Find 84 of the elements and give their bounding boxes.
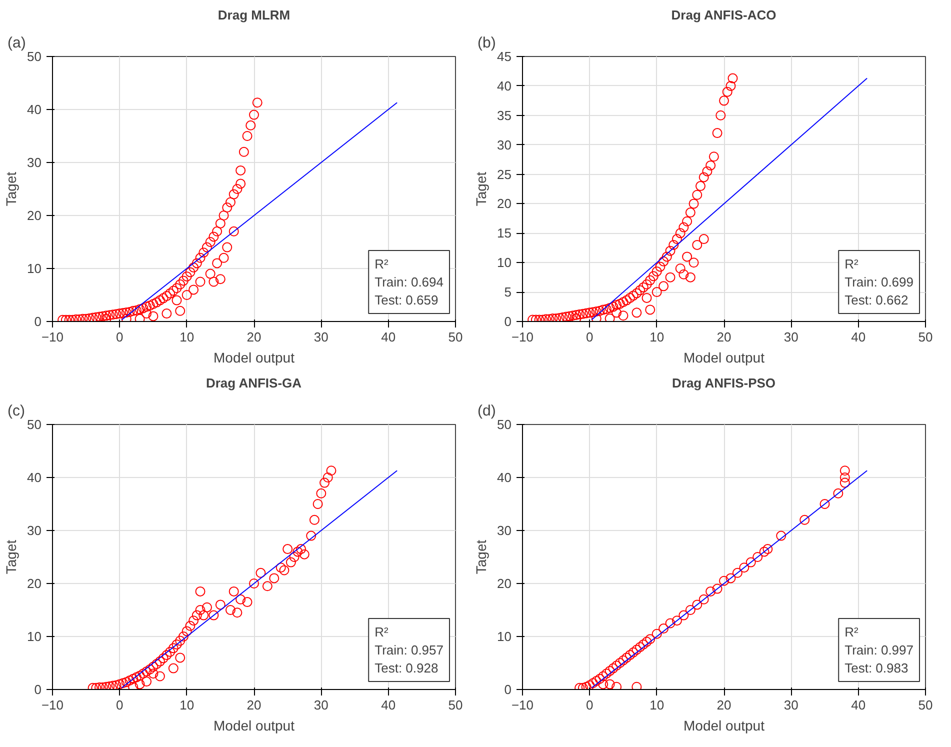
y-tick-label: 0 xyxy=(34,314,42,329)
y-tick-label: 20 xyxy=(497,576,512,591)
annotation: Test: 0.662 xyxy=(844,292,908,308)
x-tick-label: 20 xyxy=(246,330,262,344)
x-tick-label: 40 xyxy=(381,698,396,712)
x-axis-title: Model output xyxy=(684,350,765,366)
x-tick-label: 0 xyxy=(116,330,124,344)
x-tick-label: 40 xyxy=(851,330,866,344)
x-tick-label: 20 xyxy=(246,698,262,712)
y-tick-label: 50 xyxy=(27,417,42,432)
y-tick-label: 0 xyxy=(504,314,512,329)
x-tick-label: 30 xyxy=(784,330,798,344)
y-tick-label: 15 xyxy=(497,226,512,241)
y-tick-label: 30 xyxy=(497,523,512,538)
text: (b) xyxy=(478,34,496,52)
x-tick-label: −10 xyxy=(511,698,534,712)
x-tick-label: 0 xyxy=(586,330,594,344)
annotation: Train: 0.694 xyxy=(374,274,444,290)
y-tick-label: 30 xyxy=(27,155,42,170)
y-tick-label: 50 xyxy=(27,49,42,64)
x-tick-label: 50 xyxy=(918,698,933,712)
x-tick-label: 0 xyxy=(586,698,594,712)
y-tick-label: 0 xyxy=(34,682,42,697)
y-tick-label: 20 xyxy=(27,576,42,591)
x-tick-label: 10 xyxy=(180,698,194,712)
x-tick-label: 20 xyxy=(716,698,732,712)
y-tick-label: 40 xyxy=(27,102,42,117)
x-tick-label: 50 xyxy=(448,698,463,712)
annotation: Test: 0.983 xyxy=(844,660,908,676)
annotation: Test: 0.659 xyxy=(374,292,438,308)
x-axis-title: Model output xyxy=(684,718,765,734)
x-axis-title: Model output xyxy=(214,350,295,366)
y-tick-label: 10 xyxy=(27,261,42,276)
y-axis-title: Taget xyxy=(3,172,20,206)
chart-title: Drag ANFIS-ACO xyxy=(671,8,776,22)
x-tick-label: 40 xyxy=(381,330,396,344)
y-tick-label: 30 xyxy=(497,137,512,152)
chart-title: Drag ANFIS-GA xyxy=(206,376,302,390)
x-tick-label: 10 xyxy=(650,698,664,712)
x-tick-label: 30 xyxy=(314,330,328,344)
y-tick-label: 40 xyxy=(27,470,42,485)
y-axis-title: Taget xyxy=(473,540,490,574)
annotation: R² xyxy=(374,624,389,640)
y-axis-title: Taget xyxy=(3,540,20,574)
y-tick-label: 20 xyxy=(497,196,512,212)
x-tick-label: 40 xyxy=(851,698,866,712)
y-tick-label: 40 xyxy=(497,470,512,485)
chart-title: Drag ANFIS-PSO xyxy=(672,376,776,390)
y-tick-label: 0 xyxy=(504,682,512,697)
x-tick-label: 30 xyxy=(314,698,328,712)
annotation: Train: 0.957 xyxy=(374,642,444,658)
text: (a) xyxy=(8,34,26,52)
y-tick-label: 25 xyxy=(497,166,512,182)
x-tick-label: 20 xyxy=(716,330,732,344)
x-tick-label: 50 xyxy=(448,330,463,344)
y-tick-label: 40 xyxy=(497,78,512,94)
y-tick-label: 30 xyxy=(27,523,42,538)
annotation: R² xyxy=(844,256,859,272)
y-tick-label: 10 xyxy=(497,629,512,644)
x-tick-label: 10 xyxy=(650,330,664,344)
annotation: Train: 0.997 xyxy=(844,642,914,658)
x-tick-label: 0 xyxy=(116,698,124,712)
text: (d) xyxy=(478,402,496,420)
x-tick-label: 30 xyxy=(784,698,798,712)
y-tick-label: 45 xyxy=(497,49,512,64)
x-tick-label: −10 xyxy=(511,330,534,344)
y-tick-label: 50 xyxy=(497,417,512,432)
annotation: R² xyxy=(374,256,389,272)
y-tick-label: 10 xyxy=(27,629,42,644)
y-tick-label: 35 xyxy=(497,108,512,123)
x-tick-label: 50 xyxy=(918,330,933,344)
annotation: R² xyxy=(844,624,859,640)
x-tick-label: −10 xyxy=(41,330,64,344)
x-tick-label: −10 xyxy=(41,698,64,712)
chart-title: Drag MLRM xyxy=(218,8,290,22)
y-tick-label: 5 xyxy=(504,284,512,300)
y-tick-label: 10 xyxy=(497,255,512,270)
x-axis-title: Model output xyxy=(214,718,295,734)
y-tick-label: 20 xyxy=(27,208,42,223)
annotation: Train: 0.699 xyxy=(844,274,914,290)
annotation: Test: 0.928 xyxy=(374,660,438,676)
text: (c) xyxy=(8,402,25,420)
x-tick-label: 10 xyxy=(180,330,194,344)
y-axis-title: Taget xyxy=(473,172,490,206)
